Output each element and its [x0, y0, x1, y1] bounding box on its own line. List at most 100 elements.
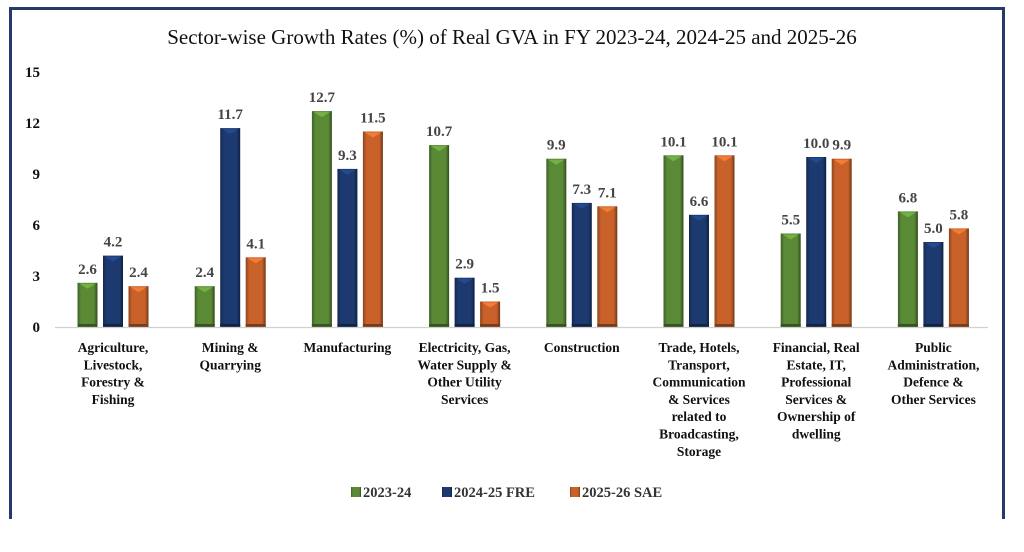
data-label: 12.7	[309, 90, 336, 106]
x-tick-label-line: Communication	[652, 375, 745, 390]
bar-bevel	[599, 207, 616, 213]
bar-base	[948, 324, 969, 327]
bar	[597, 206, 618, 327]
x-tick-label-line: Other Services	[891, 392, 976, 407]
bar-base	[897, 324, 918, 327]
legend-swatch	[351, 487, 361, 497]
data-label: 9.3	[338, 148, 357, 164]
data-label: 9.9	[547, 138, 566, 154]
legend-label: 2023-24	[363, 485, 411, 501]
x-tick-label: Mining & Quarrying	[199, 340, 261, 372]
bar	[220, 128, 241, 327]
bar-base	[571, 324, 592, 327]
bar	[311, 111, 332, 327]
bar	[429, 145, 450, 327]
x-tick-label-line: Other Utility	[427, 375, 502, 390]
bars: 2.6 4.2 2.4 2.4 11.7 4.1 12.7 9.3 11.5 10.7 2.9 1.5…	[77, 90, 969, 327]
data-label: 2.9	[455, 257, 474, 273]
data-label: 1.5	[481, 281, 500, 297]
bar-bevel	[222, 129, 239, 135]
x-tick-label-line: Forestry &	[81, 375, 145, 390]
bar	[245, 257, 266, 327]
data-label: 6.8	[899, 190, 918, 206]
bar-group: 12.7 9.3 11.5	[309, 90, 386, 327]
x-tick-label-line: Manufacturing	[304, 340, 392, 355]
bar-base	[546, 324, 567, 327]
bar-base	[245, 324, 266, 327]
y-tick-label: 12	[25, 116, 40, 132]
bar-base	[663, 324, 684, 327]
bar	[663, 155, 684, 327]
x-tick-label-line: Water Supply &	[417, 357, 511, 372]
bar-bevel	[833, 159, 850, 165]
legend-swatch	[570, 487, 580, 497]
bar-base	[923, 324, 944, 327]
data-label: 10.7	[426, 124, 453, 140]
x-tick-label-line: Agriculture,	[78, 340, 149, 355]
bar	[194, 286, 215, 327]
bar-group: 9.9 7.3 7.1	[546, 138, 618, 327]
bar	[337, 168, 358, 327]
legend-label: 2025-26 SAE	[582, 485, 662, 501]
bar-bevel	[105, 256, 121, 262]
bar	[571, 202, 592, 327]
bar-base	[689, 324, 709, 327]
bar-group: 10.7 2.9 1.5	[426, 124, 501, 327]
x-tick-label-line: Administration,	[887, 357, 979, 372]
x-tick-label-line: Estate, IT,	[787, 357, 846, 372]
bar-base	[362, 324, 383, 327]
data-label: 9.9	[832, 138, 851, 154]
y-axis: 0 3 6 9 12 15	[25, 65, 41, 336]
x-tick-label-line: Livestock,	[84, 357, 143, 372]
bar-bevel	[665, 156, 682, 162]
x-tick-label-line: Defence &	[903, 375, 963, 390]
bar	[77, 282, 98, 327]
x-tick-label: Construction	[544, 340, 620, 355]
bar	[480, 301, 501, 327]
bar-bevel	[950, 229, 967, 235]
x-tick-label: Agriculture, Livestock, Forestry & Fishing	[78, 340, 149, 407]
bar	[923, 242, 944, 327]
data-label: 7.1	[598, 185, 617, 201]
y-tick-label: 9	[33, 167, 41, 183]
x-tick-label-line: Mining &	[202, 340, 259, 355]
bar-bevel	[339, 169, 356, 175]
bar-base	[337, 324, 358, 327]
bar-base	[194, 324, 215, 327]
bar	[897, 211, 918, 327]
bar-base	[311, 324, 332, 327]
data-label: 7.3	[572, 182, 591, 198]
bar-bevel	[313, 112, 330, 118]
bar	[831, 158, 852, 327]
bar-base	[780, 324, 801, 327]
bar-base	[597, 324, 618, 327]
y-tick-label: 3	[33, 269, 41, 285]
x-axis: Agriculture, Livestock, Forestry & Fishing M…	[55, 326, 988, 459]
bar	[948, 228, 969, 327]
bar-bevel	[79, 283, 96, 289]
bar-group: 10.1 6.6 10.1	[660, 134, 738, 327]
bar-bevel	[573, 203, 590, 209]
bar-bevel	[431, 146, 448, 152]
bar-bevel	[899, 212, 916, 218]
data-label: 10.0	[803, 136, 829, 152]
bar-group: 6.8 5.0 5.8	[897, 190, 969, 327]
legend-item: 2024-25 FRE	[442, 485, 535, 501]
bar-base	[77, 324, 98, 327]
legend-item: 2025-26 SAE	[570, 485, 662, 501]
bar-group: 2.4 11.7 4.1	[194, 107, 266, 327]
x-tick-label-line: Construction	[544, 340, 620, 355]
data-label: 6.6	[690, 194, 709, 210]
bar-base	[128, 324, 149, 327]
bar-group: 2.6 4.2 2.4	[77, 235, 149, 327]
y-tick-label: 6	[33, 218, 41, 234]
bar-base	[220, 324, 241, 327]
bar	[780, 233, 801, 327]
x-tick-label-line: Electricity, Gas,	[419, 340, 511, 355]
bar-bevel	[482, 302, 499, 308]
x-tick-label: Trade, Hotels, Transport, Communication & S…	[652, 340, 745, 459]
x-tick-label-line: Quarrying	[199, 357, 261, 372]
bar-base	[714, 324, 735, 327]
x-tick-label-line: Ownership of	[777, 409, 856, 424]
x-tick-label-line: Public	[915, 340, 952, 355]
